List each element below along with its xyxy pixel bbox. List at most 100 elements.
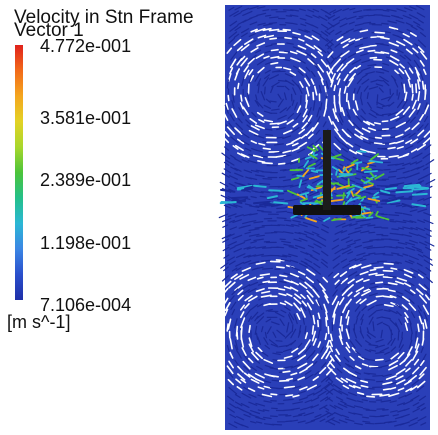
velocity-vector xyxy=(388,170,398,173)
velocity-vector xyxy=(256,303,264,308)
velocity-vector xyxy=(410,267,420,274)
velocity-vector xyxy=(408,318,412,325)
velocity-vector xyxy=(297,170,308,175)
velocity-vector xyxy=(304,339,311,349)
velocity-vector xyxy=(250,47,259,53)
velocity-vector xyxy=(268,339,278,347)
velocity-vector xyxy=(234,401,243,407)
velocity-vector xyxy=(396,145,404,150)
impeller-vector xyxy=(354,161,363,165)
velocity-vector xyxy=(403,273,413,279)
velocity-vector xyxy=(410,25,418,31)
velocity-vector xyxy=(378,87,384,93)
velocity-vector xyxy=(361,416,369,419)
velocity-vector xyxy=(395,133,404,138)
velocity-vector xyxy=(276,246,285,249)
velocity-vector xyxy=(248,315,252,322)
velocity-vector xyxy=(367,387,375,390)
velocity-vector xyxy=(403,83,406,94)
velocity-vector xyxy=(283,92,287,101)
velocity-vector xyxy=(421,337,425,346)
velocity-vector xyxy=(275,154,287,158)
velocity-vector xyxy=(220,134,230,144)
jet-vector xyxy=(411,192,428,196)
velocity-vector xyxy=(261,351,269,357)
velocity-vector xyxy=(228,281,236,289)
velocity-vector xyxy=(289,71,297,76)
velocity-vector xyxy=(262,416,272,420)
velocity-vector xyxy=(347,52,358,58)
velocity-vector xyxy=(251,148,258,151)
velocity-vector xyxy=(250,410,261,415)
velocity-vector xyxy=(342,303,348,314)
velocity-vector xyxy=(348,264,357,270)
velocity-vector xyxy=(416,403,425,409)
velocity-vector xyxy=(376,101,386,107)
velocity-vector xyxy=(341,147,348,153)
velocity-vector xyxy=(363,288,371,293)
velocity-vector xyxy=(273,143,284,146)
velocity-vector xyxy=(235,267,242,272)
velocity-vector xyxy=(401,233,412,238)
velocity-vector xyxy=(275,259,285,262)
jet-vector xyxy=(259,203,270,206)
velocity-vector xyxy=(291,126,300,134)
velocity-vector xyxy=(335,396,344,401)
jet-vector xyxy=(395,190,414,194)
velocity-vector xyxy=(234,71,239,81)
velocity-vector xyxy=(262,380,272,384)
velocity-vector xyxy=(227,395,235,402)
velocity-vector xyxy=(254,99,260,107)
velocity-vector xyxy=(335,52,343,60)
velocity-vector xyxy=(408,298,415,304)
velocity-vector xyxy=(368,344,379,347)
velocity-vector xyxy=(341,249,352,255)
velocity-vector xyxy=(423,254,433,261)
velocity-vector xyxy=(338,419,348,424)
velocity-vector xyxy=(237,289,244,296)
velocity-vector xyxy=(255,332,259,340)
velocity-vector xyxy=(401,304,409,311)
velocity-vector xyxy=(402,219,414,223)
velocity-vector xyxy=(221,152,231,160)
velocity-vector xyxy=(373,122,381,125)
velocity-vector xyxy=(293,302,301,312)
velocity-vector xyxy=(400,413,410,418)
velocity-vector xyxy=(277,79,288,83)
velocity-vector xyxy=(410,333,413,341)
velocity-vector xyxy=(404,282,412,288)
velocity-vector xyxy=(269,367,280,370)
velocity-vector xyxy=(260,290,271,294)
velocity-vector xyxy=(228,422,238,429)
velocity-vector xyxy=(289,184,300,188)
velocity-vector xyxy=(249,413,260,418)
velocity-vector xyxy=(243,65,249,73)
jet-vector xyxy=(253,184,267,188)
velocity-vector xyxy=(314,85,318,96)
velocity-vector xyxy=(282,348,293,352)
velocity-vector xyxy=(369,349,376,352)
impeller-vector xyxy=(336,184,351,190)
velocity-vector xyxy=(409,417,419,422)
velocity-vector xyxy=(343,85,347,94)
velocity-vector xyxy=(277,98,285,108)
velocity-vector xyxy=(321,224,330,229)
velocity-vector xyxy=(363,120,370,126)
velocity-vector xyxy=(421,80,425,90)
velocity-vector xyxy=(341,142,350,150)
velocity-vector xyxy=(410,227,418,231)
velocity-vector xyxy=(284,36,292,40)
velocity-vector xyxy=(254,124,265,130)
velocity-vector xyxy=(235,122,244,131)
velocity-vector xyxy=(317,300,323,310)
velocity-vector xyxy=(339,58,347,65)
velocity-vector xyxy=(306,384,317,391)
velocity-vector xyxy=(260,326,264,333)
velocity-vector xyxy=(396,167,406,171)
velocity-vector xyxy=(419,294,428,304)
velocity-vector xyxy=(423,68,427,75)
velocity-vector xyxy=(370,79,377,83)
velocity-vector xyxy=(257,394,265,398)
velocity-vector xyxy=(374,358,384,362)
velocity-vector xyxy=(407,79,412,88)
